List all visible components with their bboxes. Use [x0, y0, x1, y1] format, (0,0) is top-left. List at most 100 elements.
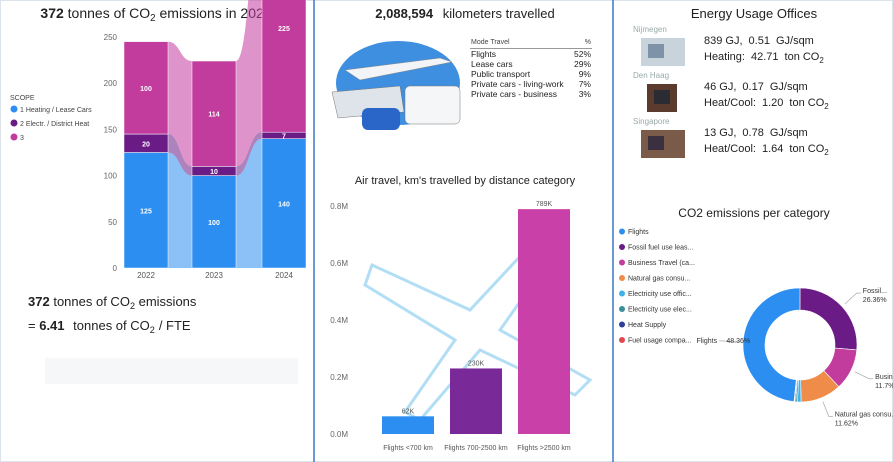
office-photo	[641, 130, 685, 158]
intensity: 0.17	[742, 81, 763, 93]
slice-label: Business Trav...	[875, 374, 893, 381]
legend-swatch	[10, 119, 18, 127]
legend-title: SCOPE	[10, 95, 35, 102]
y-tick-label: 0.4M	[330, 316, 348, 325]
y-tick-label: 100	[104, 172, 118, 181]
legend-swatch	[619, 275, 625, 281]
slice-label: Flights	[696, 338, 717, 345]
unit: ton CO	[789, 143, 824, 155]
th: %	[571, 38, 592, 49]
cell: Private cars - business	[471, 89, 557, 99]
data-label: 20	[142, 141, 150, 148]
legend-swatch	[619, 306, 625, 312]
sub: 2	[819, 56, 824, 65]
data-label: 7	[282, 133, 286, 140]
km-headline: 2,088,594 kilometers travelled	[375, 6, 554, 21]
bar-segment	[191, 60, 237, 167]
ribbon	[168, 134, 192, 176]
legend-swatch	[10, 105, 18, 113]
kpi1: 372 tonnes of CO2 emissions	[28, 294, 197, 311]
bar	[450, 368, 502, 434]
office-energy: 46 GJ, 0.17 GJ/sqm	[704, 81, 808, 93]
legend-swatch	[10, 133, 18, 141]
txt: tonnes of CO	[68, 5, 151, 21]
office-co2: Heat/Cool: 1.64 ton CO2	[704, 143, 829, 157]
office-name: Nijmegen	[633, 25, 667, 34]
unit: ton CO	[785, 51, 820, 63]
slice-label: Natural gas consu...	[835, 411, 893, 418]
legend-label: Fossil fuel use leas...	[628, 245, 693, 252]
ribbon	[236, 138, 262, 268]
txt: tonnes of CO	[53, 294, 130, 309]
legend-swatch	[619, 259, 625, 266]
leader-line	[822, 401, 833, 417]
y-tick-label: 0	[113, 264, 118, 273]
leader-line	[854, 371, 874, 380]
office-energy: 839 GJ, 0.51 GJ/sqm	[704, 35, 814, 47]
cell: Public transport	[471, 69, 531, 79]
data-label: 100	[208, 220, 220, 227]
left-headline: 372 tonnes of CO2 emissions in 2024	[40, 5, 271, 24]
office-co2: Heat/Cool: 1.20 ton CO2	[704, 97, 829, 111]
legend-label: Electricity use offic...	[628, 291, 692, 298]
legend-label: Fuel usage compa...	[628, 338, 691, 345]
office-photo	[647, 84, 677, 112]
cell: 9%	[578, 69, 591, 79]
unit: GJ/sqm	[776, 35, 814, 47]
cell: Flights	[471, 49, 497, 59]
sub: 2	[150, 325, 155, 335]
txt: tonnes of CO	[73, 318, 150, 333]
legend-label: 2 Electr. / District Heat	[20, 121, 89, 128]
y-tick-label: 0.2M	[330, 373, 348, 382]
x-tick-label: 2024	[275, 271, 293, 280]
legend-swatch	[619, 244, 625, 250]
slice	[793, 379, 798, 403]
txt: emissions in 2024	[156, 5, 272, 21]
legend-swatch	[619, 228, 625, 235]
plane	[344, 57, 453, 81]
data-label: 789K	[536, 201, 553, 208]
co2: 1.64	[762, 143, 783, 155]
legend-label: Heat Supply	[628, 322, 667, 329]
x-tick-label: 2023	[205, 271, 223, 280]
slice	[742, 287, 801, 403]
table-row: Private cars - business 3%	[470, 89, 592, 99]
table-row: Public transport 9%	[470, 69, 592, 79]
office-energy: 13 GJ, 0.78 GJ/sqm	[704, 127, 808, 139]
txt: kilometers travelled	[443, 6, 555, 21]
cell: Lease cars	[471, 59, 513, 69]
unit: ton CO	[789, 97, 824, 109]
txt: / FTE	[159, 318, 191, 333]
bar	[518, 209, 570, 434]
leader-line	[844, 292, 861, 305]
slice-value: 11.7%	[875, 383, 893, 390]
offices-title: Energy Usage Offices	[691, 6, 818, 21]
photo-window	[648, 136, 664, 150]
data-label: 230K	[468, 360, 485, 367]
unit: GJ/sqm	[770, 81, 808, 93]
intensity: 0.78	[742, 127, 763, 139]
th: Mode Travel	[470, 38, 572, 49]
bar-segment	[261, 138, 307, 269]
y-tick-label: 50	[108, 218, 117, 227]
bar-segment	[191, 175, 237, 269]
cell: 3%	[578, 89, 591, 99]
unit: GJ/sqm	[770, 127, 808, 139]
table-row: Lease cars 29%	[470, 59, 592, 69]
y-tick-label: 200	[104, 79, 118, 88]
slice	[799, 287, 858, 351]
office-name: Singapore	[633, 117, 670, 126]
kpi2: = 6.41 tonnes of CO2 / FTE	[28, 318, 191, 335]
num: 2,088,594	[375, 6, 434, 21]
x-tick-label: Flights <700 km	[383, 445, 433, 452]
data-label: 114	[208, 112, 219, 119]
num: 6.41	[39, 318, 64, 333]
ribbon	[168, 41, 192, 167]
bus	[404, 85, 461, 125]
table-row: Flights 52%	[470, 49, 592, 60]
co2: 42.71	[751, 51, 779, 63]
energy: 839 GJ,	[704, 35, 743, 47]
car	[362, 108, 400, 130]
data-label: 62K	[402, 408, 415, 415]
